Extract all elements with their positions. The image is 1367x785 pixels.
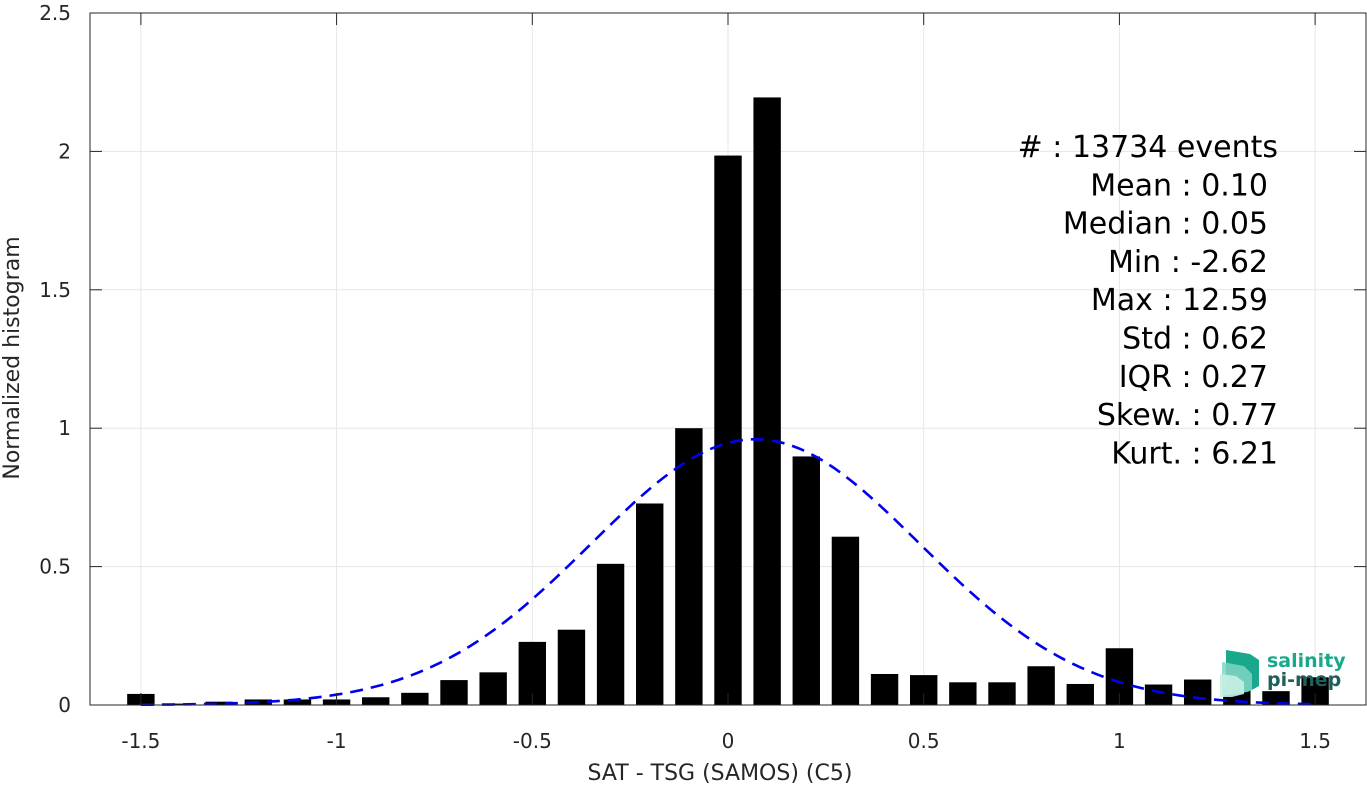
histogram-bar xyxy=(949,682,977,705)
bars xyxy=(127,97,1329,705)
stats-line: Std : 0.62 xyxy=(1122,322,1268,357)
histogram-bar xyxy=(675,428,703,705)
histogram-bar xyxy=(283,699,312,705)
stats-line: # : 13734 events xyxy=(1018,130,1278,165)
x-tick-label: 1.5 xyxy=(1299,729,1331,753)
stats-line: IQR : 0.27 xyxy=(1119,360,1268,395)
histogram-bar xyxy=(479,672,507,705)
logo-line2: pi-mep xyxy=(1267,669,1341,691)
logo-wave-icon xyxy=(1220,650,1259,697)
histogram-bar xyxy=(596,563,625,705)
histogram-bar xyxy=(362,697,390,705)
histogram-bar xyxy=(1144,684,1173,705)
y-tick-label: 0.5 xyxy=(39,555,71,579)
y-tick-labels: 0 0.5 1 1.5 2 2.5 xyxy=(39,1,71,717)
histogram-bar xyxy=(205,701,233,705)
x-tick-label: -1.5 xyxy=(121,729,160,753)
salinity-pi-mep-logo: salinity pi-mep xyxy=(1220,650,1346,697)
x-axis-label: SAT - TSG (SAMOS) (C5) xyxy=(588,761,853,785)
histogram-bar xyxy=(1262,691,1290,705)
histogram-bar xyxy=(440,680,468,705)
histogram-bar xyxy=(1183,679,1212,705)
histogram-bar xyxy=(401,692,429,705)
stats-line: Mean : 0.10 xyxy=(1090,168,1268,203)
histogram-bar xyxy=(792,456,820,705)
y-axis-label: Normalized histogram xyxy=(0,236,25,479)
histogram-bar xyxy=(831,536,860,705)
x-tick-label: 0 xyxy=(722,729,735,753)
y-tick-label: 2.5 xyxy=(39,1,71,25)
histogram-bar xyxy=(166,703,194,705)
stats-line: Min : -2.62 xyxy=(1108,245,1268,280)
stats-line: Kurt. : 6.21 xyxy=(1111,436,1278,471)
y-tick-label: 2 xyxy=(58,139,71,163)
histogram-bar xyxy=(714,155,742,705)
histogram-bar xyxy=(636,503,664,705)
x-tick-label: -1 xyxy=(327,729,347,753)
logo-line1: salinity xyxy=(1267,650,1346,672)
histogram-bar xyxy=(1027,666,1055,705)
histogram-bar xyxy=(870,673,899,705)
y-tick-label: 1 xyxy=(58,416,71,440)
stats-line: Skew. : 0.77 xyxy=(1097,398,1278,433)
stats-line: Max : 12.59 xyxy=(1091,283,1268,318)
x-tick-label: -0.5 xyxy=(513,729,552,753)
x-tick-labels: -1.5 -1 -0.5 0 0.5 1 1.5 xyxy=(121,729,1331,753)
y-tick-label: 0 xyxy=(58,693,71,717)
histogram-bar xyxy=(557,629,586,705)
histogram-bar xyxy=(753,97,781,705)
stats-line: Median : 0.05 xyxy=(1063,207,1268,242)
y-tick-label: 1.5 xyxy=(39,278,71,302)
x-tick-label: 1 xyxy=(1113,729,1126,753)
histogram-bar xyxy=(988,682,1016,705)
histogram-bar xyxy=(1066,683,1094,705)
ticks xyxy=(90,12,1366,706)
x-tick-label: 0.5 xyxy=(908,729,940,753)
